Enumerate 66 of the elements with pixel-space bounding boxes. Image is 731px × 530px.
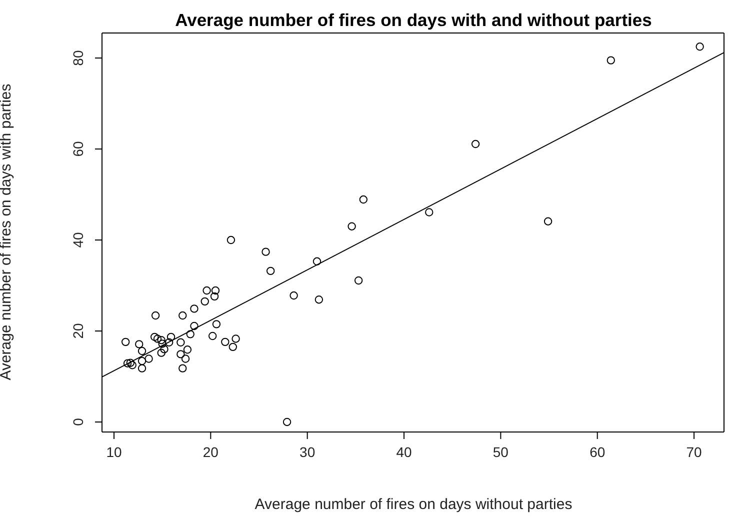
y-tick-label: 40 bbox=[70, 232, 86, 248]
point bbox=[210, 292, 219, 301]
point bbox=[348, 222, 356, 230]
point bbox=[471, 140, 480, 148]
point bbox=[425, 208, 434, 216]
x-tick-label: 20 bbox=[202, 444, 219, 460]
point bbox=[181, 354, 190, 363]
chart-title: Average number of fires on days with and without parties bbox=[174, 10, 653, 31]
point bbox=[157, 336, 166, 344]
x-axis-title: Average number of fires on days without parties bbox=[254, 496, 574, 513]
point bbox=[121, 338, 130, 346]
point bbox=[157, 348, 166, 357]
point bbox=[354, 276, 363, 285]
x-tick-label: 60 bbox=[590, 444, 606, 460]
point bbox=[178, 311, 187, 320]
point bbox=[176, 350, 185, 358]
point bbox=[696, 42, 704, 51]
point bbox=[144, 354, 153, 363]
y-tick-label: 80 bbox=[70, 50, 86, 66]
point bbox=[164, 338, 174, 346]
point bbox=[126, 358, 135, 367]
x-tick-label: 10 bbox=[106, 444, 122, 460]
y-tick-label: 0 bbox=[70, 418, 86, 426]
point bbox=[200, 297, 209, 306]
point bbox=[211, 286, 220, 295]
point bbox=[266, 266, 275, 276]
point bbox=[153, 334, 162, 343]
point bbox=[135, 340, 144, 348]
point bbox=[158, 340, 166, 348]
point bbox=[128, 361, 136, 370]
point bbox=[202, 286, 211, 295]
x-tick-label: 30 bbox=[300, 444, 316, 460]
point bbox=[166, 332, 176, 342]
point bbox=[290, 291, 298, 300]
point bbox=[150, 332, 159, 342]
x-tick-label: 70 bbox=[686, 444, 702, 460]
point bbox=[208, 332, 217, 340]
y-axis-title: Average number of fires on days with parties bbox=[0, 84, 14, 380]
point bbox=[282, 418, 292, 426]
point bbox=[138, 356, 146, 366]
point bbox=[186, 330, 194, 338]
x-tick-label: 50 bbox=[492, 444, 509, 460]
point bbox=[314, 296, 324, 304]
x-tick-label: 40 bbox=[396, 444, 412, 460]
point bbox=[176, 338, 185, 346]
point bbox=[190, 304, 198, 313]
point bbox=[190, 322, 198, 330]
point bbox=[151, 311, 160, 320]
point bbox=[359, 195, 368, 204]
point bbox=[606, 56, 615, 64]
point bbox=[312, 257, 322, 266]
point bbox=[138, 364, 146, 372]
y-tick-label: 20 bbox=[70, 323, 86, 339]
point bbox=[160, 345, 168, 354]
point bbox=[123, 359, 132, 368]
point bbox=[262, 248, 270, 256]
point bbox=[138, 346, 146, 356]
point bbox=[221, 338, 230, 346]
point bbox=[178, 364, 187, 372]
point bbox=[226, 236, 236, 244]
point bbox=[544, 217, 552, 226]
y-tick-label: 60 bbox=[70, 141, 86, 157]
point bbox=[183, 346, 192, 354]
point bbox=[228, 342, 237, 352]
point bbox=[212, 320, 221, 328]
point bbox=[232, 334, 240, 343]
